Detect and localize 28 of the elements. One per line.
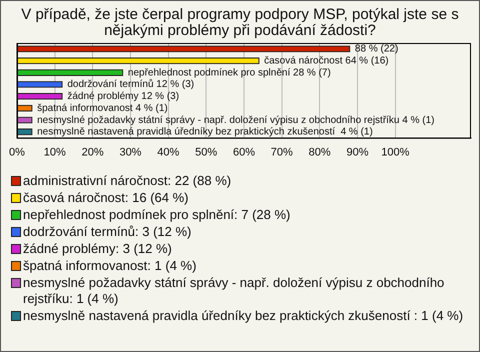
data-label: časová náročnost 64 % (16): [264, 56, 389, 67]
x-tick-label: 0%: [8, 146, 26, 158]
legend-label: administrativní náročnost: 22 (88 %): [23, 173, 232, 188]
data-label: špatná informovanost 4 % (1): [37, 102, 168, 114]
x-tick-label: 40%: [157, 146, 180, 158]
x-tick-label: 20%: [82, 146, 104, 158]
data-label: žádné problémy 12 % (3): [67, 91, 180, 102]
legend-label: časová náročnost: 16 (64 %): [23, 190, 188, 205]
legend-label: žádné problémy: 3 (12 %): [23, 241, 172, 256]
data-label: nepřehlednost podmínek pro splnění 28 % (7): [128, 67, 331, 78]
chart-title: V případě, že jste čerpal programy podpory MSP, potýkal jste se s nějakými problémy při podávání žádosti?: [20, 6, 460, 39]
x-tick-label: 100%: [381, 146, 410, 158]
data-label: 88 % (22): [354, 44, 398, 55]
x-tick-label: 50%: [195, 146, 218, 158]
x-tick-label: 30%: [119, 146, 142, 158]
legend-label: nepřehlednost podmínek pro splnění: 7 (28 %): [23, 207, 290, 222]
x-tick-label: 60%: [232, 146, 256, 158]
data-label: nesmyslně nastavená pravidla úředníky bez praktických zkušeností 4 % (1): [37, 126, 373, 138]
x-tick-label: 90%: [346, 146, 369, 158]
data-label: dodržování termínů 12 % (3): [67, 78, 194, 90]
legend-label: dodržování termínů: 3 (12 %): [23, 224, 192, 239]
x-tick-label: 80%: [308, 146, 331, 158]
legend-label: nesmyslné požadavky státní správy - např. doložení výpisu z obchodního rejstříku: 1 (4 %): [23, 275, 444, 306]
data-label: nesmyslné požadavky státní správy - např. doložení výpisu z obchodního rejstříku 4 % (1): [37, 114, 435, 126]
legend-label: nesmyslně nastavená pravidla úředníky bez praktických zkušeností : 1 (4 %): [23, 308, 464, 323]
legend-label: špatná informovanost: 1 (4 %): [23, 258, 196, 273]
x-tick-label: 70%: [270, 146, 294, 158]
x-tick-label: 10%: [44, 146, 66, 158]
